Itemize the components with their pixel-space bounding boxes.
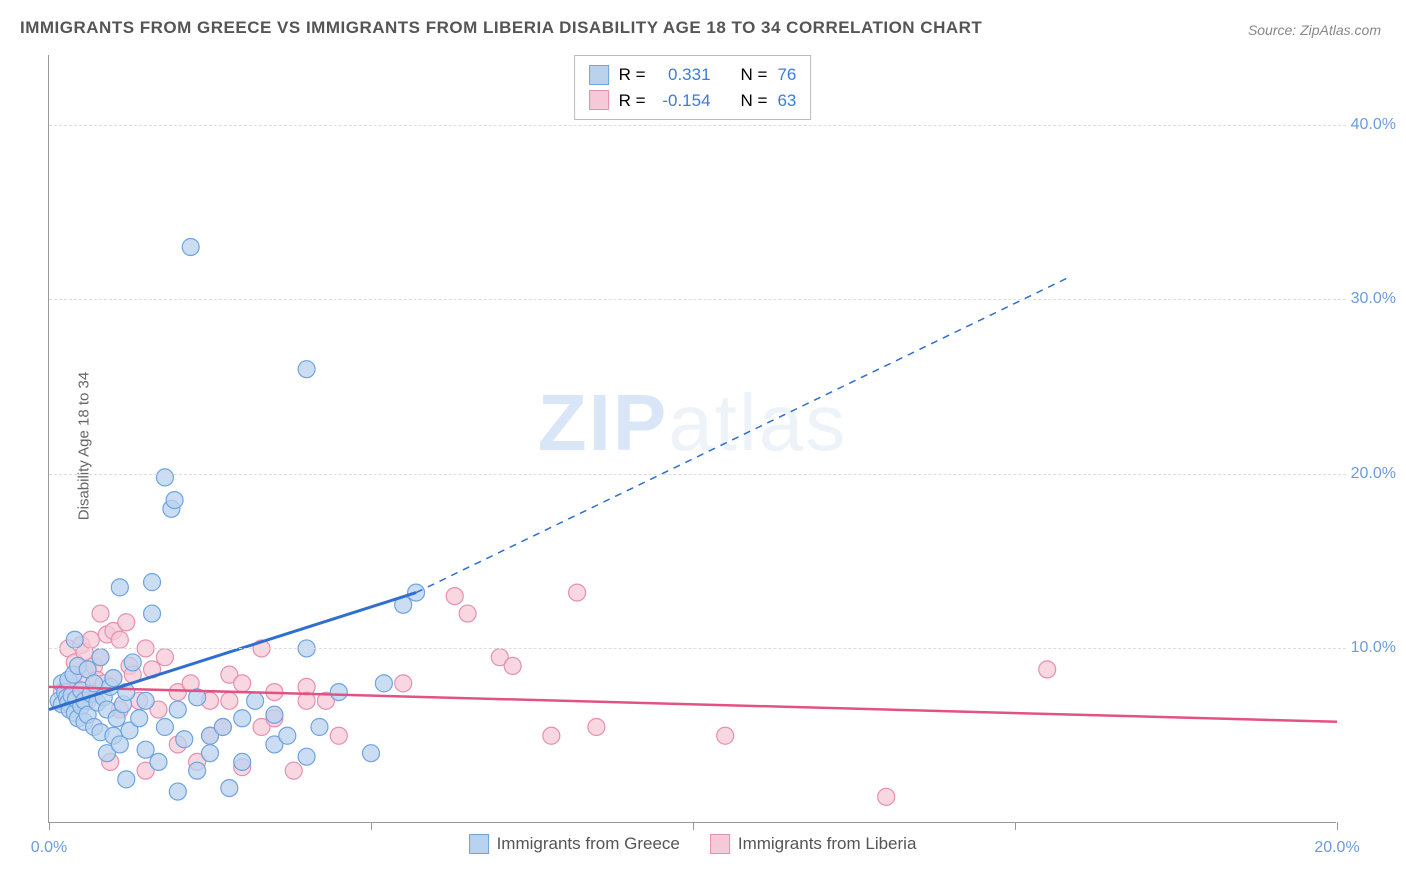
chart-title: IMMIGRANTS FROM GREECE VS IMMIGRANTS FRO…: [20, 18, 982, 38]
bottom-legend: Immigrants from Greece Immigrants from L…: [469, 834, 917, 854]
scatter-svg: [49, 55, 1336, 822]
swatch-liberia-icon: [589, 90, 609, 110]
legend-label: Immigrants from Liberia: [738, 834, 917, 854]
n-label: N =: [741, 88, 768, 114]
n-value-liberia: 63: [777, 88, 796, 114]
source-text: Source: ZipAtlas.com: [1248, 22, 1381, 38]
x-tick-label: 20.0%: [1314, 839, 1359, 857]
swatch-liberia-icon: [710, 834, 730, 854]
y-tick-label: 30.0%: [1351, 290, 1396, 308]
y-tick-label: 20.0%: [1351, 465, 1396, 483]
n-label: N =: [741, 62, 768, 88]
swatch-greece-icon: [469, 834, 489, 854]
r-label: R =: [619, 88, 646, 114]
r-value-greece: 0.331: [656, 62, 711, 88]
legend-label: Immigrants from Greece: [497, 834, 680, 854]
stats-legend: R = 0.331 N = 76 R = -0.154 N = 63: [574, 55, 812, 120]
stats-row-greece: R = 0.331 N = 76: [589, 62, 797, 88]
x-tick-label: 0.0%: [31, 839, 67, 857]
swatch-greece-icon: [589, 65, 609, 85]
r-label: R =: [619, 62, 646, 88]
legend-item-liberia: Immigrants from Liberia: [710, 834, 917, 854]
stats-row-liberia: R = -0.154 N = 63: [589, 88, 797, 114]
y-tick-label: 10.0%: [1351, 639, 1396, 657]
r-value-liberia: -0.154: [656, 88, 711, 114]
chart-plot-area: ZIPatlas R = 0.331 N = 76 R = -0.154 N =…: [48, 55, 1336, 823]
y-tick-label: 40.0%: [1351, 116, 1396, 134]
legend-item-greece: Immigrants from Greece: [469, 834, 680, 854]
n-value-greece: 76: [777, 62, 796, 88]
